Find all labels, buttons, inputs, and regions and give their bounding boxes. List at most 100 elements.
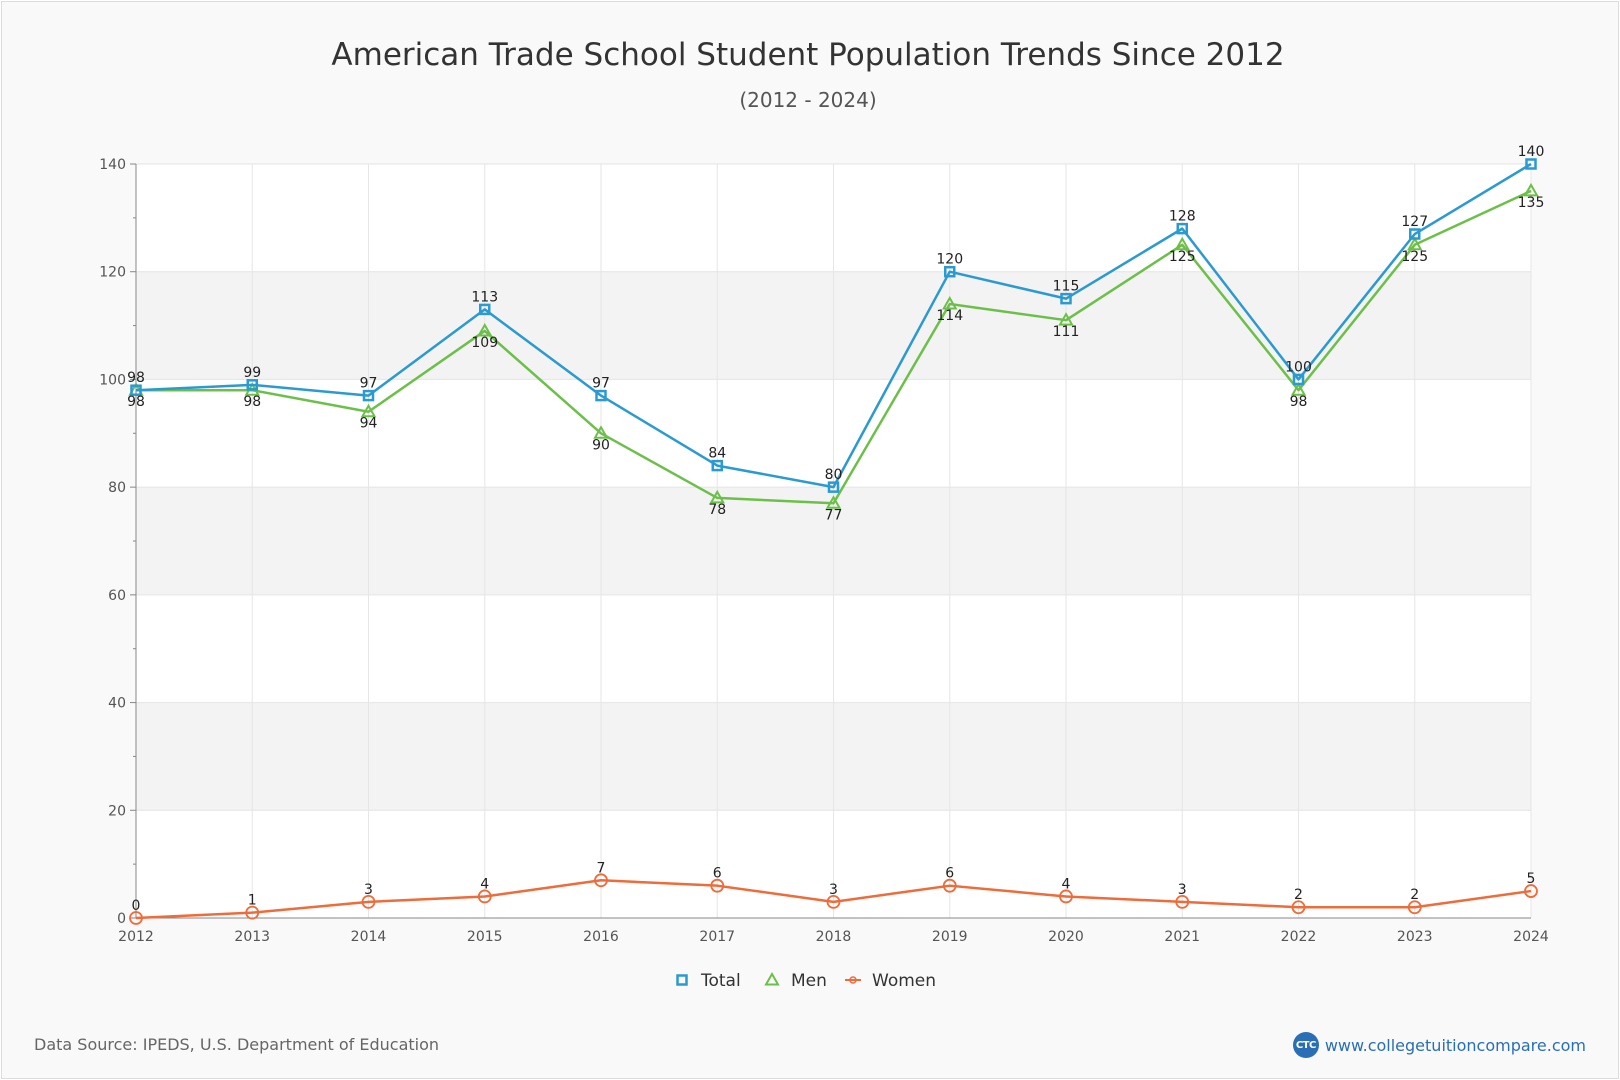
data-point-men [1174, 236, 1190, 251]
data-point-women [942, 878, 957, 893]
data-label-total: 128 [1169, 209, 1196, 225]
data-label-women: 3 [1178, 882, 1187, 898]
data-point-total [944, 265, 956, 278]
data-label-total: 99 [243, 365, 261, 381]
data-point-total [130, 384, 142, 396]
data-point-women [1407, 900, 1422, 915]
data-point-men [825, 495, 842, 509]
x-tick-label: 2024 [1513, 929, 1549, 945]
x-tick-label: 2022 [1281, 929, 1317, 945]
x-tick-label: 2014 [351, 929, 387, 945]
brand-logo-icon: CTC [1292, 1032, 1319, 1058]
y-tick-label: 120 [99, 265, 126, 281]
data-label-men: 125 [1401, 249, 1428, 265]
x-tick-label: 2023 [1397, 929, 1433, 945]
data-source-note: Data Source: IPEDS, U.S. Department of E… [34, 1035, 440, 1054]
data-label-men: 90 [592, 437, 610, 453]
data-point-women [477, 889, 492, 904]
legend-label-women[interactable]: Women [872, 971, 936, 991]
data-label-total: 115 [1053, 279, 1080, 295]
y-tick-label: 60 [108, 588, 126, 604]
x-tick-label: 2019 [932, 929, 968, 945]
x-tick-label: 2020 [1048, 929, 1084, 945]
brand-link[interactable]: CTC www.collegetuitioncompare.com [1292, 1032, 1586, 1058]
data-label-total: 80 [825, 467, 843, 483]
data-point-men [709, 489, 725, 504]
data-label-total: 97 [360, 376, 378, 392]
data-label-women: 7 [597, 860, 606, 876]
data-label-total: 98 [127, 370, 145, 386]
data-label-women: 5 [1527, 871, 1536, 887]
series-line-men [136, 189, 1532, 505]
data-label-men: 109 [471, 335, 498, 351]
x-tick-label: 2012 [118, 929, 154, 945]
data-label-men: 78 [708, 502, 726, 518]
series-line-women [135, 879, 1532, 920]
data-point-total [479, 303, 491, 316]
data-label-men: 135 [1518, 195, 1545, 211]
data-point-women [710, 878, 725, 893]
plot-series [128, 158, 1539, 925]
data-point-total [246, 379, 258, 391]
y-tick-label: 40 [108, 696, 126, 712]
data-point-total [1060, 292, 1072, 305]
x-tick-label: 2021 [1164, 929, 1200, 945]
data-label-total: 84 [708, 446, 726, 462]
data-point-men [942, 296, 958, 310]
data-point-women [361, 894, 376, 909]
data-label-women: 1 [248, 893, 257, 909]
data-label-women: 3 [829, 882, 838, 898]
data-point-men [1523, 182, 1539, 197]
data-point-total [827, 481, 840, 493]
y-tick-label: 80 [108, 480, 126, 496]
data-point-women [1291, 900, 1306, 915]
data-point-total [595, 389, 607, 402]
data-point-total [1292, 373, 1305, 386]
data-point-men [593, 425, 609, 439]
data-point-women [826, 894, 841, 909]
chart-title: American Trade School Student Population… [331, 37, 1284, 73]
data-label-men: 77 [825, 507, 843, 523]
data-point-men [360, 403, 377, 418]
data-point-women [1524, 884, 1538, 898]
x-tick-label: 2017 [699, 929, 735, 945]
data-point-total [1176, 222, 1188, 235]
data-label-total: 100 [1285, 359, 1312, 375]
data-label-women: 6 [945, 866, 954, 882]
legend-marker-men [764, 971, 780, 986]
legend-marker-total [676, 974, 688, 986]
data-label-total: 97 [592, 376, 610, 392]
data-label-women: 2 [1410, 887, 1419, 903]
data-point-men [1058, 312, 1074, 326]
data-label-men: 98 [127, 394, 145, 410]
data-point-women [129, 911, 143, 925]
y-tick-label: 0 [117, 911, 126, 927]
data-point-men [1407, 236, 1423, 251]
data-label-men: 98 [1290, 394, 1308, 410]
data-label-total: 140 [1518, 144, 1545, 160]
chart-legend[interactable]: Total Men Women [676, 971, 937, 991]
y-tick-label: 140 [99, 157, 126, 173]
brand-url[interactable]: www.collegetuitioncompare.com [1324, 1035, 1586, 1055]
y-tick-label: 20 [108, 803, 126, 819]
data-point-men [1290, 382, 1307, 396]
data-label-men: 125 [1169, 249, 1196, 265]
series-line-total [135, 162, 1532, 489]
data-point-total [1409, 228, 1421, 240]
chart-subtitle: (2012 - 2024) [739, 88, 876, 112]
x-tick-label: 2018 [816, 929, 852, 945]
data-point-women [1175, 894, 1190, 909]
data-label-men: 94 [360, 416, 378, 432]
data-label-men: 98 [243, 394, 261, 410]
legend-label-men[interactable]: Men [791, 971, 827, 991]
data-point-total [1525, 158, 1537, 170]
data-point-women [594, 873, 608, 888]
data-label-women: 2 [1294, 887, 1303, 903]
data-point-total [711, 459, 723, 472]
data-label-women: 6 [713, 866, 722, 882]
legend-label-total[interactable]: Total [700, 971, 741, 991]
